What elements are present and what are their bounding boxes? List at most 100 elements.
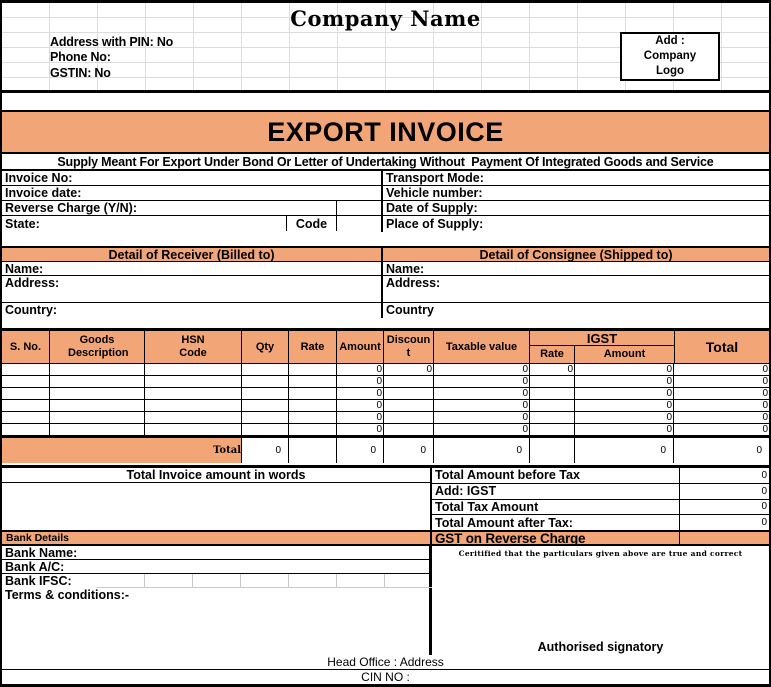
item-cell[interactable]: 0 — [337, 400, 384, 411]
vehicle-number-value[interactable] — [483, 186, 769, 200]
item-cell[interactable]: 0 — [762, 412, 768, 423]
item-cell[interactable]: 0 — [762, 388, 768, 399]
date-of-supply-value[interactable] — [478, 201, 769, 215]
consignee-country-label[interactable]: Country — [386, 303, 434, 317]
item-cell[interactable]: 0 — [575, 388, 674, 399]
item-cell[interactable] — [384, 388, 434, 399]
summary-value[interactable]: 0 — [761, 469, 767, 481]
gstin-line[interactable]: GSTIN: No — [50, 66, 111, 80]
consignee-name-label[interactable]: Name: — [383, 262, 769, 276]
item-cell[interactable] — [50, 400, 145, 411]
bank-ifsc-label[interactable]: Bank IFSC: — [2, 574, 432, 588]
item-cell[interactable] — [530, 376, 575, 387]
item-cell[interactable] — [384, 376, 434, 387]
item-cell[interactable] — [530, 424, 575, 435]
consignee-panel: Detail of Consignee (Shipped to) Name: A… — [383, 246, 769, 318]
item-cell[interactable] — [530, 412, 575, 423]
item-cell[interactable] — [145, 388, 242, 399]
item-cell[interactable]: 0 — [434, 424, 530, 435]
item-cell[interactable] — [384, 424, 434, 435]
item-cell[interactable] — [384, 400, 434, 411]
item-cell[interactable] — [50, 412, 145, 423]
item-cell[interactable] — [50, 364, 145, 375]
item-cell[interactable]: 0 — [434, 400, 530, 411]
item-cell[interactable] — [242, 400, 289, 411]
state-code-value[interactable] — [337, 216, 381, 231]
summary-value[interactable]: 0 — [761, 517, 767, 529]
item-cell[interactable] — [2, 388, 50, 399]
item-cell[interactable] — [2, 376, 50, 387]
company-header: Company Name Address with PIN: No Phone … — [0, 0, 771, 93]
receiver-name-label[interactable]: Name: — [2, 262, 381, 276]
item-cell[interactable] — [242, 376, 289, 387]
signature-area[interactable] — [432, 560, 769, 639]
item-cell[interactable]: 0 — [530, 364, 575, 375]
item-cell[interactable] — [242, 424, 289, 435]
item-cell[interactable]: 0 — [575, 412, 674, 423]
item-cell[interactable] — [530, 388, 575, 399]
invoice-no-value[interactable] — [72, 171, 381, 185]
bank-name-label[interactable]: Bank Name: — [2, 546, 429, 560]
item-cell[interactable]: 0 — [337, 376, 384, 387]
item-cell[interactable] — [2, 424, 50, 435]
item-cell[interactable] — [289, 388, 337, 399]
item-cell[interactable]: 0 — [434, 376, 530, 387]
item-cell[interactable] — [289, 364, 337, 375]
transport-mode-value[interactable] — [484, 171, 769, 185]
item-cell[interactable] — [2, 400, 50, 411]
item-cell[interactable]: 0 — [575, 400, 674, 411]
receiver-country-label[interactable]: Country: — [5, 303, 58, 317]
item-cell[interactable]: 0 — [762, 400, 768, 411]
item-cell[interactable] — [242, 412, 289, 423]
item-cell[interactable]: 0 — [434, 364, 530, 375]
item-cell[interactable] — [2, 364, 50, 375]
item-cell[interactable] — [384, 412, 434, 423]
item-cell[interactable] — [289, 376, 337, 387]
invoice-date-value[interactable] — [81, 186, 381, 200]
vehicle-number-label: Vehicle number: — [386, 186, 483, 200]
item-cell[interactable] — [145, 412, 242, 423]
item-cell[interactable]: 0 — [337, 388, 384, 399]
item-cell[interactable]: 0 — [575, 424, 674, 435]
summary-value[interactable]: 0 — [761, 485, 767, 497]
item-cell[interactable]: 0 — [575, 376, 674, 387]
logo-line-2: Company — [643, 50, 697, 63]
address-line[interactable]: Address with PIN: No — [50, 35, 174, 49]
item-cell[interactable] — [145, 376, 242, 387]
amount-in-words-value[interactable] — [2, 483, 430, 530]
item-cell[interactable] — [289, 412, 337, 423]
item-cell[interactable] — [145, 424, 242, 435]
item-cell[interactable] — [242, 364, 289, 375]
item-cell[interactable] — [50, 388, 145, 399]
terms-label[interactable]: Terms & conditions:- — [5, 588, 130, 602]
item-cell[interactable] — [289, 424, 337, 435]
item-cell[interactable]: 0 — [762, 364, 768, 375]
item-cell[interactable] — [289, 400, 337, 411]
summary-value[interactable]: 0 — [761, 501, 767, 513]
items-table: S. No. Goods Description HSN Code Qty Ra… — [2, 328, 769, 468]
item-cell[interactable]: 0 — [434, 388, 530, 399]
reverse-charge-value[interactable] — [337, 201, 381, 215]
item-cell[interactable]: 0 — [337, 412, 384, 423]
item-cell[interactable]: 0 — [762, 424, 768, 435]
item-cell[interactable] — [2, 412, 50, 423]
item-cell[interactable]: 0 — [762, 376, 768, 387]
item-cell[interactable] — [530, 400, 575, 411]
item-cell[interactable] — [50, 376, 145, 387]
item-cell[interactable] — [242, 388, 289, 399]
item-cell[interactable]: 0 — [384, 364, 434, 375]
item-cell[interactable]: 0 — [337, 364, 384, 375]
consignee-address-label[interactable]: Address: — [383, 276, 769, 303]
item-cell[interactable]: 0 — [575, 364, 674, 375]
item-cell[interactable] — [50, 424, 145, 435]
place-of-supply-value[interactable] — [483, 216, 769, 231]
bank-ac-label[interactable]: Bank A/C: — [2, 560, 429, 574]
receiver-address-label[interactable]: Address: — [2, 276, 381, 303]
item-cell[interactable]: 0 — [434, 412, 530, 423]
item-cell[interactable] — [145, 400, 242, 411]
phone-line[interactable]: Phone No: — [50, 50, 111, 64]
item-cell[interactable]: 0 — [337, 424, 384, 435]
gst-reverse-charge-value[interactable] — [680, 532, 769, 544]
item-cell[interactable] — [145, 364, 242, 375]
company-logo-placeholder[interactable]: Add : Company Logo — [620, 32, 720, 81]
